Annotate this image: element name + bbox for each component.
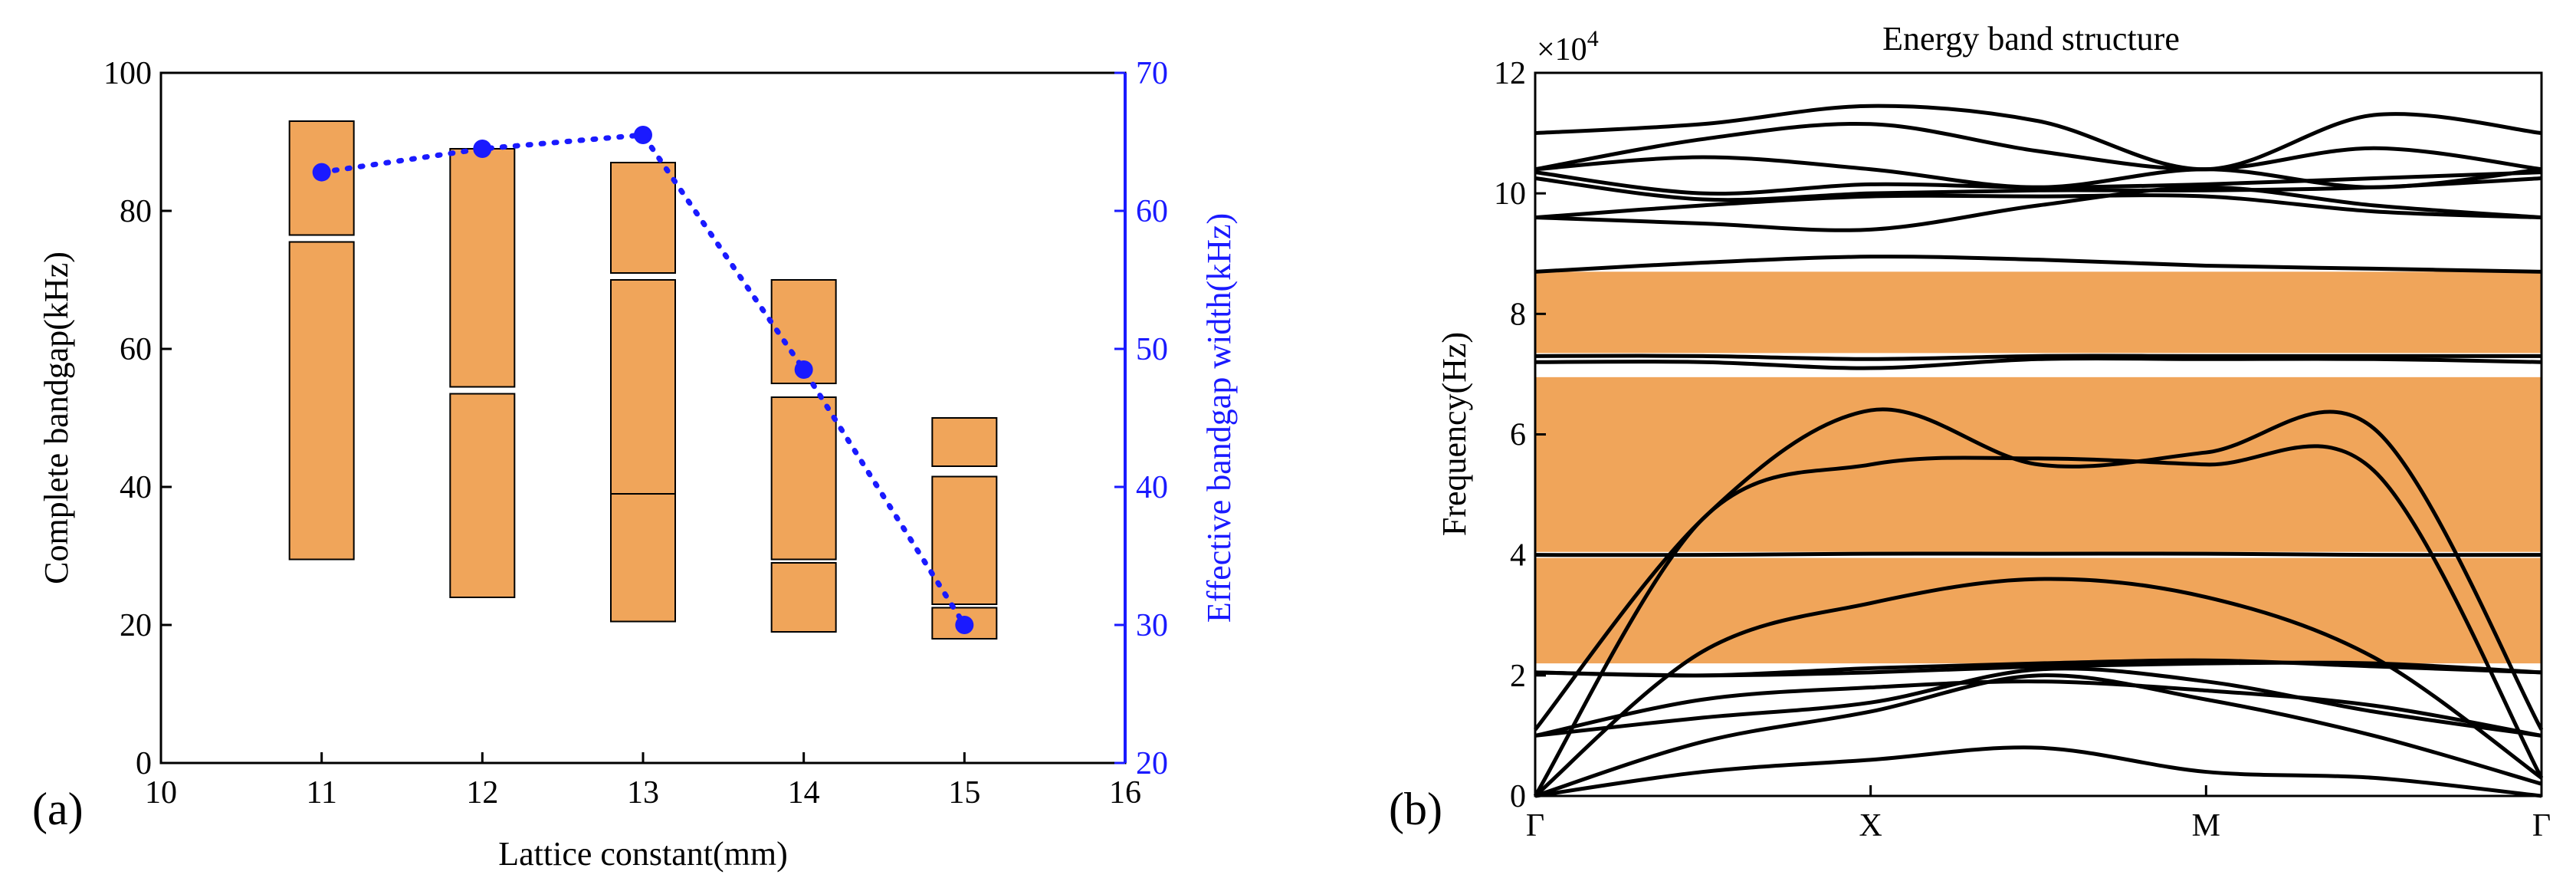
effective-width-point [634,126,652,144]
symmetry-point-label: M [2192,808,2220,843]
panel-b-bandgap-regions [1535,271,2542,664]
y-tick-label: 12 [1494,56,1526,91]
bandgap-range-bar [449,148,516,388]
panel-a: 10 11 12 13 14 15 16 0 20 40 60 80 100 20 30 40 50 60 70… [32,56,1238,873]
x-tick-label: 15 [948,775,980,811]
effective-width-point [473,140,492,158]
panel-b-label: (b) [1389,784,1442,834]
bandgap-range-bar [770,562,837,633]
panel-b-title: Energy band structure [1882,20,2180,58]
band-curve [1534,193,2542,220]
panel-b-y-multiplier: ×104 [1537,26,1599,67]
panel-a-x-ticks: 10 11 12 13 14 15 16 [145,752,1141,811]
y-tick-label: 0 [1510,779,1526,814]
y-tick-label: 10 [1494,176,1526,212]
symmetry-point-label: X [1859,808,1882,843]
panel-a-left-y-ticks: 0 20 40 60 80 100 [103,56,172,781]
y2-tick-label: 20 [1136,746,1168,781]
band-curve [1534,356,2542,370]
panel-a-left-y-axis-label: Complete bandgap(kHz) [38,252,75,584]
bandgap-range-bar [931,475,998,605]
y-tick-label: 20 [120,608,152,643]
y-tick-label: 6 [1510,418,1526,453]
panel-a-right-y-ticks: 20 30 40 50 60 70 [1114,56,1168,781]
panel-a-x-axis-label: Lattice constant(mm) [498,835,788,873]
y-tick-label: 2 [1510,659,1526,694]
band-curve [1534,666,2542,738]
panel-b: 0 2 4 6 8 10 12 Γ X M Γ Energy band structure ×10… [1389,20,2551,843]
band-curve [1534,658,2542,678]
panel-a-right-y-axis-label: Effective bandgap width(kHz) [1200,213,1238,623]
y-tick-label: 100 [103,56,152,91]
y-tick-label: 40 [120,470,152,505]
band-curve [1534,354,2542,361]
panel-b-y-ticks: 0 2 4 6 8 10 12 [1494,56,1546,814]
band-curve [1534,745,2542,798]
symmetry-point-label: Γ [1526,808,1544,843]
panel-a-label: (a) [32,784,84,834]
bandgap-range-bar [610,162,676,274]
x-tick-label: 14 [788,775,820,811]
band-curve [1534,673,2542,798]
panel-b-y-axis-label: Frequency(Hz) [1436,332,1473,536]
bandgap-range-bar [931,417,998,467]
band-curve [1534,104,2542,172]
symmetry-point-label: Γ [2532,808,2551,843]
bandgap-range-bar [449,393,516,598]
band-curve [1534,155,2542,189]
bandgap-range-bar [288,241,355,561]
x-tick-label: 12 [466,775,498,811]
y-tick-label: 4 [1510,538,1526,574]
band-curve [1534,185,2542,232]
band-curve [1534,407,2544,732]
x-tick-label: 13 [627,775,659,811]
band-curve [1534,577,2543,797]
x-tick-label: 11 [306,775,336,811]
band-curve [1534,121,2542,172]
band-curve [1534,255,2542,274]
effective-width-point [794,360,813,379]
bandgap-region [1535,271,2542,354]
bandgap-range-bar [770,396,837,561]
band-curve [1534,679,2542,738]
panel-b-y-multiplier-exponent: 4 [1587,26,1599,51]
panel-b-y-multiplier-base: ×10 [1537,32,1587,67]
panel-a-effective-width-series [312,126,974,634]
band-curve [1534,551,2542,557]
y-tick-label: 60 [120,332,152,367]
x-tick-label: 16 [1109,775,1141,811]
y2-tick-label: 70 [1136,56,1168,91]
y2-tick-label: 40 [1136,470,1168,505]
effective-width-point [955,616,974,634]
bandgap-range-bar [610,493,676,623]
bandgap-range-bar [610,279,676,495]
y-tick-label: 80 [120,194,152,229]
panel-b-band-curves [1533,104,2544,798]
y-tick-label: 0 [136,746,152,781]
effective-width-point [312,163,331,182]
y2-tick-label: 60 [1136,194,1168,229]
panel-a-range-bars [288,120,998,640]
y-tick-label: 8 [1510,297,1526,332]
x-tick-label: 10 [145,775,177,811]
bandgap-region [1535,557,2542,664]
y2-tick-label: 50 [1136,332,1168,367]
y2-tick-label: 30 [1136,608,1168,643]
